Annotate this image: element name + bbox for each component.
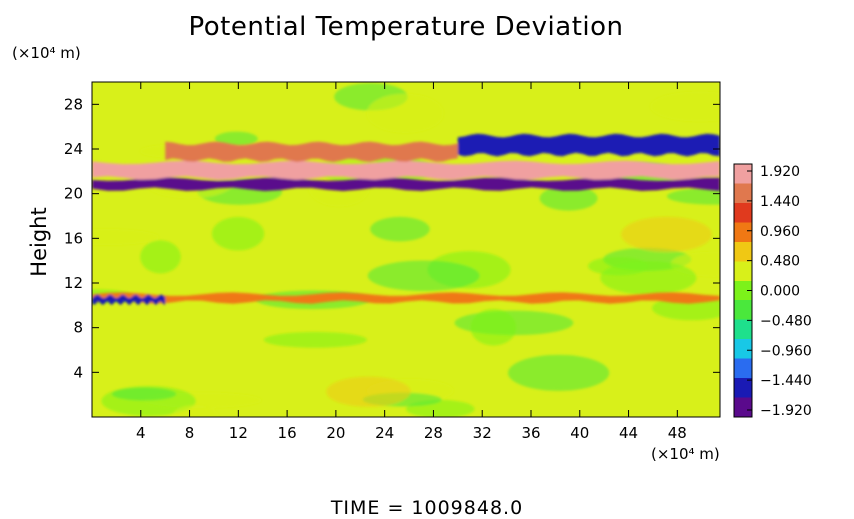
field-blob bbox=[326, 376, 411, 407]
field-band bbox=[165, 141, 458, 162]
x-axis-ticks: 4 8 12 16 20 24 28 32 36 40 44 48 bbox=[136, 82, 687, 442]
colorbar-label: 1.920 bbox=[760, 164, 800, 180]
colorbar-label: 0.960 bbox=[760, 224, 800, 240]
y-tick-label: 16 bbox=[64, 229, 83, 247]
y-axis-ticks: 4 8 12 16 20 24 28 bbox=[64, 95, 720, 381]
x-tick-label: 36 bbox=[521, 424, 540, 442]
field-blob bbox=[214, 131, 258, 146]
field-blob bbox=[539, 185, 598, 211]
colorbar-label: −1.920 bbox=[760, 403, 812, 419]
time-label: TIME = 1009848.0 bbox=[330, 497, 524, 519]
plot-frame bbox=[91, 81, 721, 418]
colorbar-label: 0.000 bbox=[760, 284, 800, 300]
field-blob bbox=[370, 216, 430, 242]
field-blob bbox=[211, 216, 265, 251]
x-tick-label: 8 bbox=[185, 424, 195, 442]
field-band bbox=[92, 160, 720, 180]
field-band bbox=[92, 294, 166, 305]
y-tick-label: 8 bbox=[73, 319, 83, 337]
y-tick-label: 24 bbox=[64, 140, 83, 158]
field-blob bbox=[263, 331, 367, 348]
field-blob bbox=[171, 405, 219, 417]
heatmap-field bbox=[92, 82, 720, 417]
y-tick-label: 20 bbox=[64, 185, 83, 203]
y-tick-label: 28 bbox=[64, 95, 83, 113]
x-tick-label: 16 bbox=[278, 424, 297, 442]
x-tick-label: 40 bbox=[570, 424, 589, 442]
x-axis-unit: (×10⁴ m) bbox=[651, 445, 720, 463]
field-blob bbox=[621, 216, 712, 253]
colorbar-label: −0.480 bbox=[760, 313, 812, 329]
colorbar-label: 1.440 bbox=[760, 194, 800, 210]
field-blob bbox=[140, 240, 181, 274]
field-blob bbox=[111, 387, 177, 401]
field-blob bbox=[92, 229, 159, 246]
field-band bbox=[92, 177, 720, 191]
x-tick-label: 48 bbox=[668, 424, 687, 442]
x-tick-label: 44 bbox=[619, 424, 638, 442]
field-bands bbox=[92, 133, 720, 305]
field-blob bbox=[367, 260, 480, 292]
x-tick-label: 32 bbox=[473, 424, 492, 442]
x-tick-label: 4 bbox=[136, 424, 146, 442]
field-blob bbox=[507, 354, 610, 391]
colorbar-label: −1.440 bbox=[760, 373, 812, 389]
field-blob bbox=[666, 187, 720, 205]
field-blob bbox=[650, 91, 720, 122]
x-tick-label: 12 bbox=[229, 424, 248, 442]
colorbar: 1.920 1.440 0.960 0.480 0.000 −0.480 −0.960 −1.… bbox=[733, 163, 812, 419]
field-blob bbox=[366, 93, 444, 133]
field-band bbox=[92, 292, 720, 304]
y-tick-label: 4 bbox=[73, 363, 83, 381]
field-blob bbox=[600, 260, 697, 295]
field-blob bbox=[470, 308, 517, 346]
x-tick-label: 24 bbox=[375, 424, 394, 442]
x-tick-label: 20 bbox=[326, 424, 345, 442]
y-tick-label: 12 bbox=[64, 274, 83, 292]
chart-title: Potential Temperature Deviation bbox=[188, 12, 624, 42]
colorbar-label: −0.960 bbox=[760, 343, 812, 359]
x-tick-label: 28 bbox=[424, 424, 443, 442]
field-band bbox=[457, 133, 720, 157]
colorbar-label: 0.480 bbox=[760, 254, 800, 270]
y-axis-unit: (×10⁴ m) bbox=[12, 44, 81, 62]
